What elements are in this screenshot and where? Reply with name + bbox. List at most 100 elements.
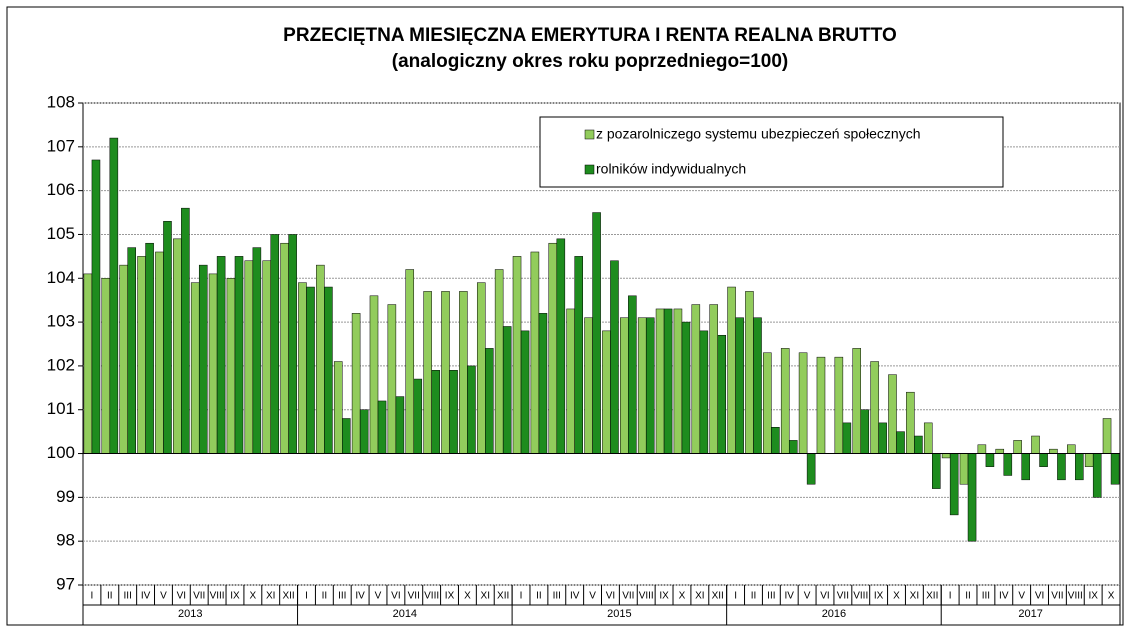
x-tick-label: III — [767, 591, 775, 602]
y-tick-label: 108 — [47, 92, 75, 111]
x-tick-label: III — [982, 591, 990, 602]
x-tick-label: III — [338, 591, 346, 602]
x-tick-label: VII — [408, 591, 420, 602]
bar — [512, 256, 522, 454]
bar — [324, 286, 333, 454]
bar — [262, 260, 271, 454]
bar — [967, 453, 977, 542]
x-tick-label: II — [965, 591, 971, 602]
bar — [888, 374, 897, 454]
bar — [655, 308, 665, 454]
bar — [91, 159, 101, 454]
bar — [449, 370, 458, 454]
bar — [663, 308, 673, 454]
bar — [610, 260, 619, 454]
y-tick-label: 102 — [47, 355, 75, 374]
y-tick-label: 104 — [47, 268, 75, 287]
x-tick-label: VI — [820, 591, 829, 602]
bar — [333, 361, 343, 454]
x-tick-label: IX — [1088, 591, 1098, 602]
bar — [852, 348, 861, 454]
bar — [566, 308, 575, 454]
bar — [691, 304, 701, 454]
bar — [941, 453, 951, 459]
bar — [709, 304, 718, 454]
x-tick-label: I — [734, 591, 737, 602]
x-tick-label: VIII — [853, 591, 868, 602]
bar — [252, 247, 262, 454]
x-tick-label: VI — [606, 591, 615, 602]
y-tick-label: 98 — [56, 531, 75, 550]
year-label: 2013 — [178, 608, 202, 620]
x-tick-label: VII — [1051, 591, 1063, 602]
chart-title: PRZECIĘTNA MIESIĘCZNA EMERYTURA I RENTA … — [283, 25, 897, 46]
x-tick-label: IV — [785, 591, 795, 602]
year-label: 2016 — [822, 608, 846, 620]
x-tick-label: IX — [230, 591, 240, 602]
bar — [584, 317, 593, 454]
bar — [959, 453, 969, 485]
bar — [949, 453, 959, 516]
bar — [870, 361, 879, 454]
x-tick-label: III — [553, 591, 561, 602]
bar — [395, 396, 405, 454]
x-tick-label: II — [322, 591, 328, 602]
year-label: 2015 — [607, 608, 631, 620]
bar — [1039, 453, 1048, 467]
bar — [735, 317, 744, 454]
bar — [985, 453, 995, 467]
x-tick-label: X — [1108, 591, 1115, 602]
x-tick-label: VIII — [210, 591, 225, 602]
x-tick-label: X — [464, 591, 471, 602]
x-tick-label: II — [536, 591, 542, 602]
bar — [155, 251, 164, 454]
bar — [163, 221, 172, 454]
y-tick-label: 100 — [47, 443, 75, 462]
bar — [977, 444, 987, 454]
y-tick-label: 97 — [56, 574, 75, 593]
bar — [878, 422, 887, 454]
bar — [1013, 440, 1022, 454]
bar — [226, 278, 236, 454]
legend-box — [539, 116, 1004, 188]
bar — [476, 282, 486, 454]
bar — [280, 242, 289, 454]
bar — [137, 256, 146, 454]
bar — [423, 291, 432, 454]
bar — [387, 304, 397, 454]
bar — [109, 137, 119, 454]
bar — [932, 453, 941, 489]
x-tick-label: VIII — [1068, 591, 1083, 602]
y-tick-label: 107 — [47, 136, 75, 155]
bar — [485, 348, 494, 454]
bar — [645, 317, 655, 454]
bar — [83, 273, 93, 454]
x-tick-label: VII — [193, 591, 205, 602]
bar — [441, 291, 450, 454]
bar — [923, 422, 933, 454]
bar — [494, 269, 504, 454]
bar — [369, 295, 379, 454]
bar — [637, 317, 647, 454]
x-tick-label: XI — [481, 591, 490, 602]
bar — [1075, 453, 1084, 481]
bar — [1031, 435, 1040, 454]
legend-swatch — [584, 164, 595, 175]
y-tick-label: 99 — [56, 487, 75, 506]
bar — [673, 308, 683, 454]
x-tick-label: V — [160, 591, 167, 602]
bar — [173, 238, 182, 454]
chart-frame — [6, 6, 1124, 626]
chart-subtitle: (analogiczny okres roku poprzedniego=100… — [392, 51, 788, 72]
x-tick-label: XII — [497, 591, 509, 602]
bar — [190, 282, 200, 454]
bar — [788, 440, 798, 454]
bar — [628, 295, 637, 454]
bar — [145, 242, 154, 454]
bar — [502, 326, 512, 454]
x-tick-label: VIII — [639, 591, 654, 602]
bar — [1067, 444, 1076, 454]
x-tick-label: VII — [622, 591, 634, 602]
bar — [359, 409, 369, 454]
